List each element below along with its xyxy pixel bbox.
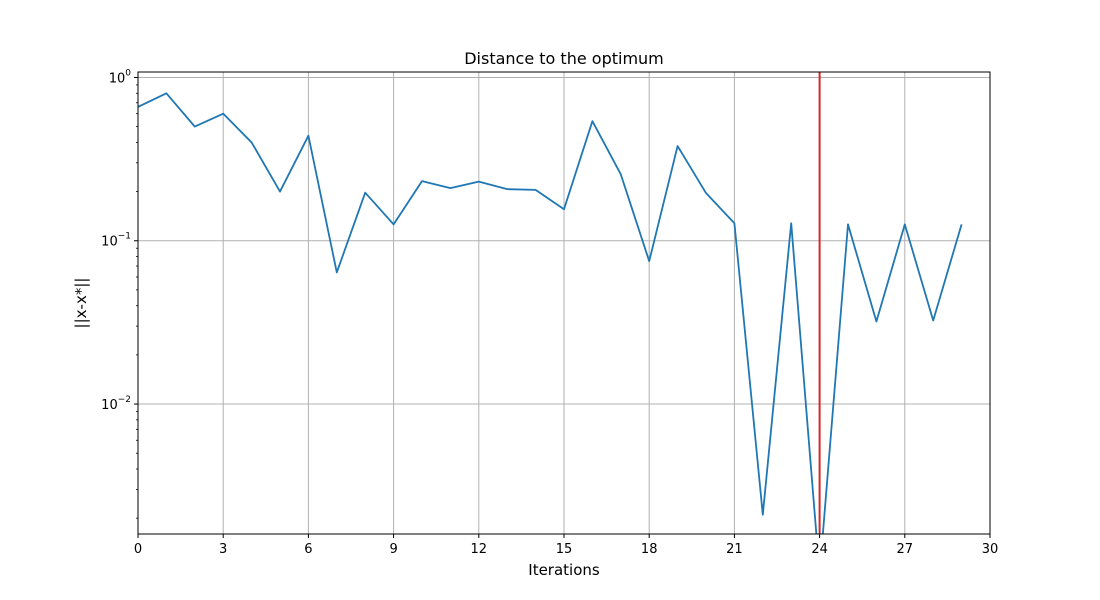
x-tick-label: 30 — [982, 542, 999, 557]
x-tick-label: 3 — [219, 542, 227, 557]
x-tick-label: 15 — [556, 542, 573, 557]
x-tick-label: 12 — [471, 542, 488, 557]
plot-area — [138, 72, 963, 534]
x-tick-label: 24 — [811, 542, 828, 557]
axis-ticks: 0 3 6 9 12 15 18 21 24 27 30 10−2 10−1 100 — [101, 68, 998, 557]
y-tick-label: 10−1 — [101, 232, 131, 250]
y-tick-label: 100 — [109, 68, 132, 86]
x-tick-label: 9 — [389, 542, 397, 557]
series-line — [138, 92, 963, 534]
chart-title: Distance to the optimum — [464, 49, 664, 68]
x-tick-label: 21 — [726, 542, 743, 557]
x-axis-title: Iterations — [528, 561, 600, 579]
x-tick-label: 27 — [897, 542, 914, 557]
x-tick-label: 6 — [304, 542, 312, 557]
y-tick-label: 10−2 — [101, 395, 131, 413]
y-axis-title: ||x-x*|| — [72, 278, 90, 329]
x-tick-label: 18 — [641, 542, 658, 557]
x-tick-label: 0 — [134, 542, 142, 557]
